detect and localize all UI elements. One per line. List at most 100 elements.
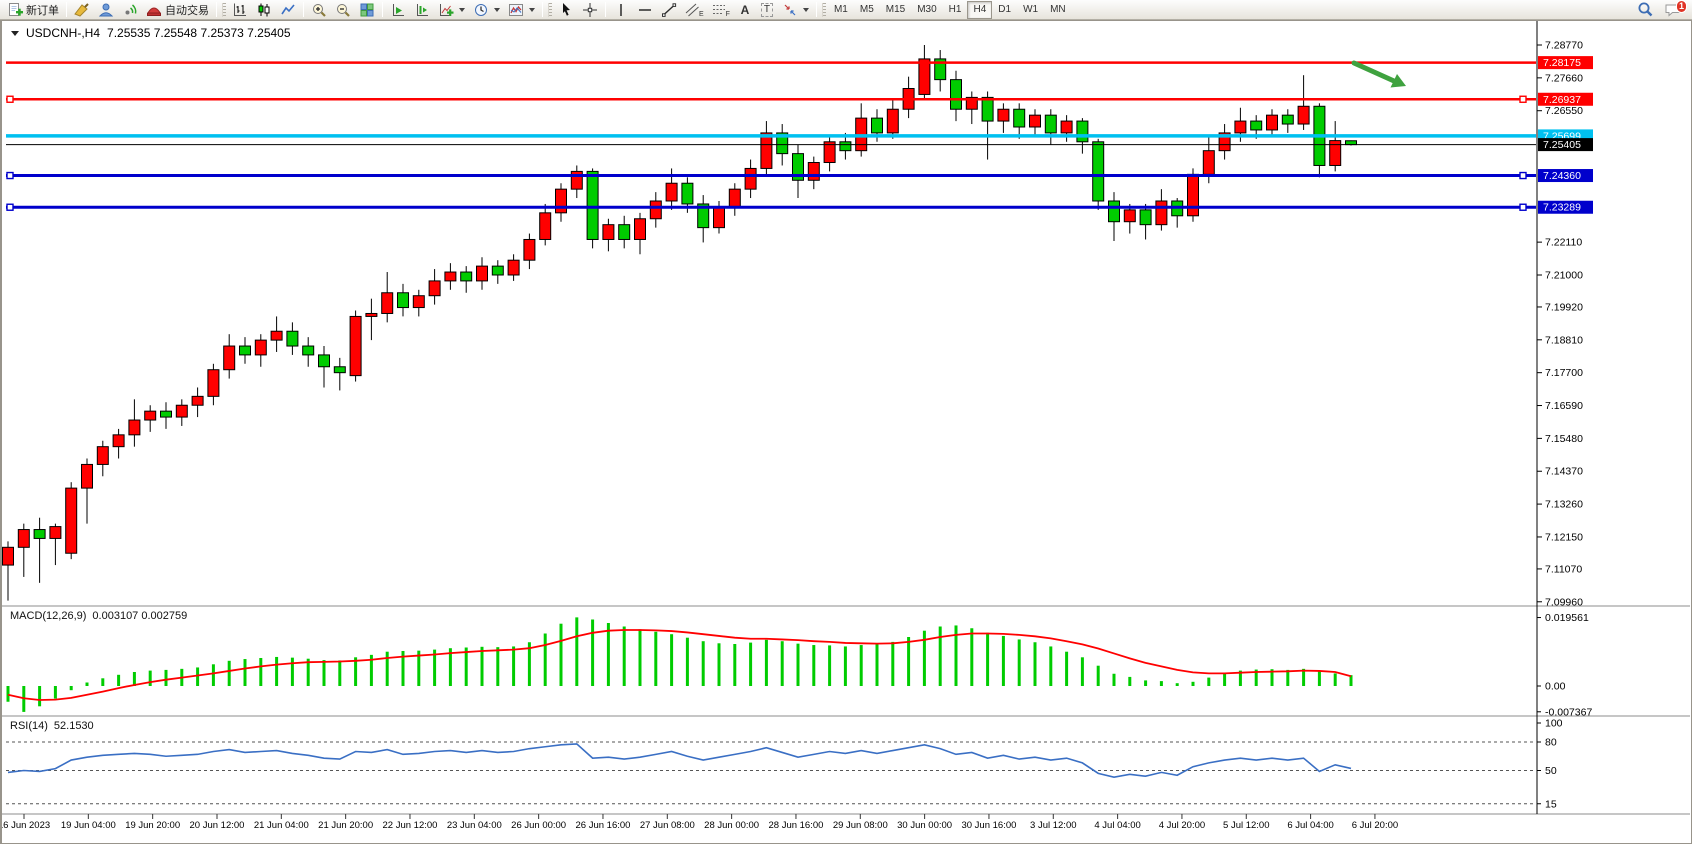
price-line[interactable]: 7.24360 bbox=[6, 169, 1593, 183]
price-axis-tick-label: 7.14370 bbox=[1545, 466, 1583, 478]
candle-body bbox=[349, 315, 362, 377]
styles-button[interactable] bbox=[70, 1, 94, 19]
current-price-axis-label-text: 7.25405 bbox=[1543, 139, 1581, 151]
autotrading-icon bbox=[147, 7, 161, 16]
search-button[interactable] bbox=[1633, 1, 1658, 19]
toolbar-separator bbox=[605, 2, 606, 17]
candlestick-chart-button[interactable] bbox=[252, 1, 276, 19]
macd-name: MACD(12,26,9) bbox=[10, 610, 87, 622]
time-axis-label: 4 Jul 04:00 bbox=[1094, 820, 1140, 831]
fibonacci-button[interactable]: F bbox=[708, 1, 734, 19]
tile-windows-button[interactable] bbox=[355, 1, 379, 19]
price-line[interactable]: 7.28175 bbox=[6, 56, 1593, 70]
toolbar-grip bbox=[548, 2, 552, 17]
timeframe-d1-button[interactable]: D1 bbox=[992, 1, 1017, 19]
auto-scroll-button[interactable] bbox=[386, 1, 410, 19]
price-axis-tick-label: 7.28770 bbox=[1545, 40, 1583, 52]
zoom-out-button[interactable] bbox=[331, 1, 355, 19]
price-axis-tick-label: 7.27660 bbox=[1545, 72, 1583, 84]
market-person-icon bbox=[98, 3, 114, 16]
vertical-line-button[interactable] bbox=[609, 1, 633, 19]
chart-menu-icon[interactable] bbox=[11, 30, 19, 36]
price-line[interactable]: 7.23289 bbox=[6, 200, 1593, 214]
time-axis-label: 26 Jun 16:00 bbox=[576, 820, 631, 831]
signals-button[interactable] bbox=[118, 1, 142, 19]
candle-body bbox=[1281, 114, 1294, 125]
timeframe-h4-button[interactable]: H4 bbox=[967, 0, 993, 19]
zoom-out-icon bbox=[337, 3, 350, 17]
line-chart-button[interactable] bbox=[276, 1, 300, 19]
toolbar-separator bbox=[382, 2, 383, 17]
candle-body bbox=[586, 170, 599, 240]
fibonacci-icon bbox=[712, 4, 725, 14]
candle-body bbox=[270, 330, 283, 341]
candle-body bbox=[792, 153, 804, 181]
price-line-handle[interactable] bbox=[6, 171, 14, 180]
profiles-button[interactable] bbox=[469, 1, 504, 19]
candle-body bbox=[1076, 120, 1089, 143]
crosshair-icon bbox=[583, 2, 597, 17]
arrows-tool-button[interactable] bbox=[778, 1, 813, 19]
market-button[interactable] bbox=[94, 1, 118, 19]
candle-body bbox=[1329, 140, 1342, 166]
notifications-button[interactable]: 1 bbox=[1660, 0, 1687, 19]
bar-chart-button[interactable] bbox=[228, 1, 252, 19]
candle-body bbox=[96, 446, 109, 465]
price-axis-tick-label: 7.13260 bbox=[1545, 499, 1583, 511]
macd-axis-tick-label: 0.019561 bbox=[1545, 612, 1589, 624]
price-line-handle[interactable] bbox=[1519, 95, 1527, 103]
chart-shift-button[interactable] bbox=[410, 1, 434, 19]
candle-body bbox=[886, 108, 899, 134]
zoom-in-button[interactable] bbox=[307, 1, 331, 19]
price-line-axis-label bbox=[1538, 92, 1593, 106]
macd-axis-tick-label: -0.007367 bbox=[1545, 706, 1592, 718]
trendline-button[interactable] bbox=[657, 1, 681, 19]
price-line-handle[interactable] bbox=[1519, 171, 1527, 180]
candle-body bbox=[713, 206, 725, 229]
price-line-handle[interactable] bbox=[6, 203, 14, 211]
indicators-button[interactable] bbox=[504, 1, 539, 19]
autotrading-button[interactable]: 自动交易 bbox=[142, 1, 213, 19]
price-line[interactable]: 7.26937 bbox=[6, 92, 1593, 106]
time-axis-label: 4 Jul 20:00 bbox=[1159, 820, 1205, 831]
crosshair-button[interactable] bbox=[578, 1, 602, 19]
dropdown-caret-icon bbox=[459, 7, 465, 12]
timeframe-m1-button[interactable]: M1 bbox=[828, 1, 854, 19]
timeframe-m15-button[interactable]: M15 bbox=[880, 1, 911, 19]
search-icon bbox=[1638, 2, 1653, 17]
time-axis-label: 26 Jun 00:00 bbox=[511, 820, 566, 831]
candle-body bbox=[539, 212, 552, 240]
timeframe-mn-button[interactable]: MN bbox=[1044, 1, 1072, 19]
trend-arrow-annotation[interactable] bbox=[1351, 60, 1406, 88]
timeframe-h1-button[interactable]: H1 bbox=[943, 1, 968, 19]
price-line-handle[interactable] bbox=[1519, 203, 1527, 211]
text-tool-button[interactable]: A bbox=[734, 1, 756, 19]
timeframe-w1-button[interactable]: W1 bbox=[1017, 1, 1044, 19]
time-axis-label: 20 Jun 12:00 bbox=[190, 820, 245, 831]
toolbar-grip bbox=[821, 2, 826, 17]
price-axis-tick-label: 7.16590 bbox=[1545, 400, 1583, 412]
new-chart-button[interactable] bbox=[434, 1, 469, 19]
chart-canvas[interactable]: 7.281757.269377.256997.243607.232897.254… bbox=[2, 21, 1690, 841]
time-axis-label: 21 Jun 20:00 bbox=[318, 820, 373, 831]
text-label-button[interactable]: T bbox=[756, 1, 778, 19]
timeframe-m5-button[interactable]: M5 bbox=[854, 1, 880, 19]
candle-body bbox=[476, 265, 488, 282]
candle-body bbox=[570, 170, 583, 190]
brush-icon bbox=[74, 2, 89, 17]
candle-body bbox=[286, 330, 299, 347]
new-order-button[interactable]: 新订单 bbox=[3, 1, 63, 19]
candle-body bbox=[649, 200, 662, 220]
vertical-line-icon bbox=[620, 3, 622, 16]
price-line-handle[interactable] bbox=[6, 95, 14, 103]
timeframe-m30-button[interactable]: M30 bbox=[911, 1, 942, 19]
equidistant-channel-button[interactable]: E bbox=[681, 1, 708, 19]
fibo-f-glyph: F bbox=[725, 10, 730, 18]
price-axis-tick-label: 7.09960 bbox=[1545, 596, 1583, 608]
horizontal-line-button[interactable] bbox=[633, 1, 657, 19]
candle-body bbox=[381, 292, 394, 314]
candle-body bbox=[665, 182, 678, 202]
cursor-button[interactable] bbox=[554, 1, 578, 19]
horizontal-line-icon bbox=[639, 8, 651, 11]
toolbar-separator bbox=[303, 2, 304, 17]
